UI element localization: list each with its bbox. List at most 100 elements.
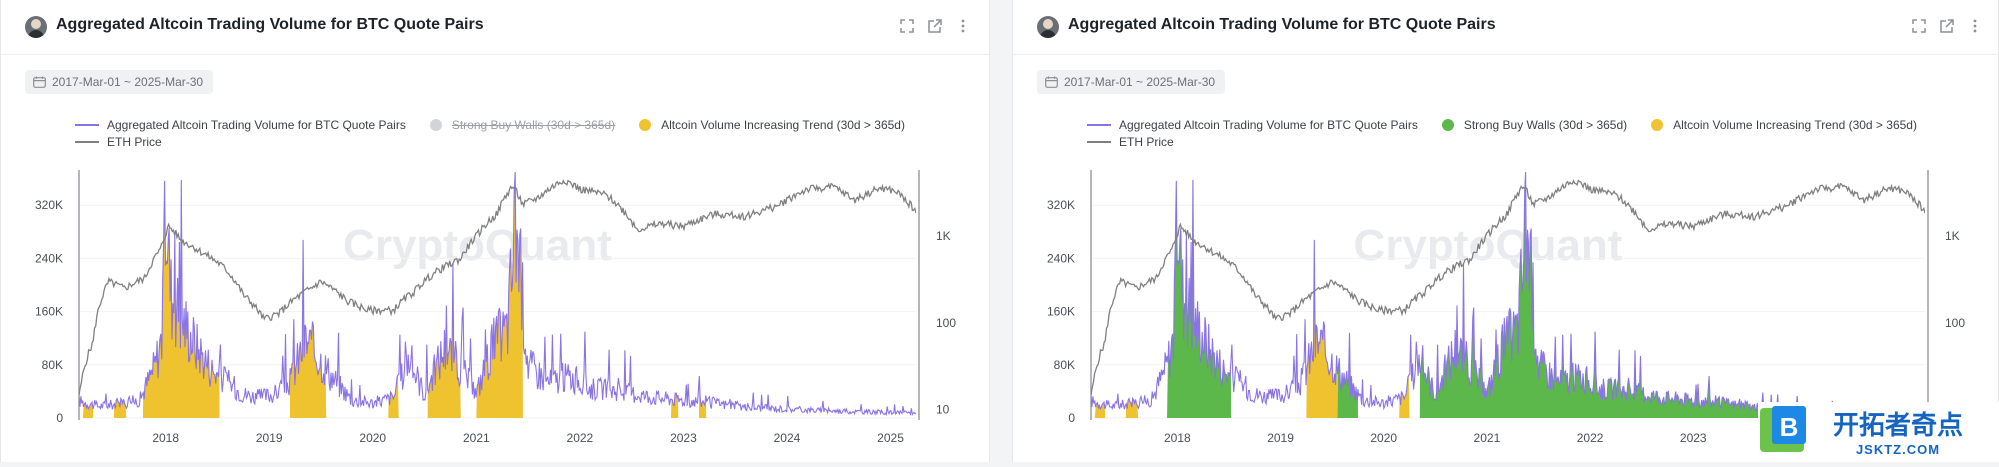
legend-line-swatch [75,123,99,126]
x-tick-label: 2024 [774,431,801,445]
x-tick-label: 2022 [1577,431,1604,445]
logo-letter: B [1780,412,1799,442]
trend-area [476,172,523,418]
legend: Aggregated Altcoin Trading Volume for BT… [75,116,929,150]
fullscreen-icon[interactable] [1911,18,1927,34]
date-range-text: 2017-Mar-01 ~ 2025-Mar-30 [1064,75,1216,89]
buy-walls-area [1337,332,1358,418]
x-tick-label: 2020 [1370,431,1397,445]
x-tick-label: 2019 [1267,431,1294,445]
y-left-tick-label: 160K [1047,305,1075,319]
legend-dot-swatch [1651,118,1664,131]
legend-label: Altcoin Volume Increasing Trend (30d > 3… [1673,117,1917,132]
chart-title: Aggregated Altcoin Trading Volume for BT… [56,16,484,33]
chart-panel-left: Aggregated Altcoin Trading Volume for BT… [0,0,990,462]
open-external-icon[interactable] [1939,18,1955,34]
calendar-icon [1045,76,1058,88]
plot-area [1091,171,1925,418]
legend-line-swatch [1087,123,1111,126]
x-tick-label: 2022 [567,431,594,445]
fullscreen-icon[interactable] [899,18,915,34]
legend-label: ETH Price [1119,134,1174,149]
date-range-chip[interactable]: 2017-Mar-01 ~ 2025-Mar-30 [1037,70,1226,94]
y-left-tick-label: 240K [35,251,63,265]
x-tick-label: 2020 [359,431,386,445]
y-left-tick-label: 320K [1047,198,1075,212]
more-options-icon[interactable] [955,18,971,34]
watermark: CryptoQuant [1354,221,1623,270]
x-tick-label: 2023 [670,431,697,445]
eth-price-line [79,179,916,396]
x-tick-label: 2025 [877,431,904,445]
watermark: CryptoQuant [343,221,612,270]
y-left-tick-label: 160K [35,305,63,319]
legend-label: ETH Price [107,134,162,149]
trend-area [82,402,94,418]
site-logo: B 开拓者奇点 JSKTZ.COM [1758,402,1999,462]
open-external-icon[interactable] [927,18,943,34]
legend-dot-swatch [639,118,652,131]
date-range-text: 2017-Mar-01 ~ 2025-Mar-30 [52,75,204,89]
trend-area [1399,375,1410,418]
legend-item-trend[interactable]: Altcoin Volume Increasing Trend (30d > 3… [639,118,905,132]
volume-line [79,171,916,417]
x-tick-label: 2019 [256,431,283,445]
trend-area [1306,239,1338,418]
legend-line-swatch [1087,140,1111,143]
legend-label: Altcoin Volume Increasing Trend (30d > 3… [661,117,905,132]
logo-text-en: JSKTZ.COM [1856,442,1940,457]
y-right-tick-label: 1K [936,229,951,243]
y-left-tick-label: 0 [1068,411,1075,425]
panel-header: Aggregated Altcoin Trading Volume for BT… [1,0,989,55]
y-left-tick-label: 320K [35,198,63,212]
buy-walls-area [1167,179,1232,418]
legend-label: Strong Buy Walls (30d > 365d) [451,117,616,132]
y-right-tick-label: 1K [1945,229,1960,243]
x-tick-label: 2023 [1680,431,1707,445]
header-actions [899,18,971,34]
legend-item-buy-walls[interactable]: Strong Buy Walls (30d > 365d) [1441,117,1628,132]
header-actions [1911,18,1983,34]
legend: Aggregated Altcoin Trading Volume for BT… [1087,116,1941,150]
author-avatar[interactable] [25,16,47,38]
trend-area [388,375,399,418]
calendar-icon [33,76,46,88]
legend-item-buy-walls[interactable]: Strong Buy Walls (30d > 365d) [429,117,616,132]
site-logo-graphic: B 开拓者奇点 JSKTZ.COM [1760,406,1963,457]
author-avatar[interactable] [1037,16,1059,38]
plot-area [79,171,916,418]
buy-walls-area [1419,172,1771,418]
x-tick-label: 2021 [463,431,490,445]
eth-price-line [1091,179,1925,396]
date-range-chip[interactable]: 2017-Mar-01 ~ 2025-Mar-30 [25,70,214,94]
chart-plot-left[interactable]: CryptoQuant 0 80K 160K 240K 320K 10 100 1K 2018 20… [1,160,991,462]
legend-item-trend[interactable]: Altcoin Volume Increasing Trend (30d > 3… [1651,118,1917,132]
logo-text-cn: 开拓者奇点 [1833,410,1963,441]
y-left-tick-label: 0 [56,411,63,425]
legend-dot-swatch [429,118,442,131]
y-left-tick-label: 80K [42,358,63,372]
y-right-tick-label: 100 [1945,316,1965,330]
x-tick-label: 2018 [1164,431,1191,445]
legend-item-volume[interactable]: Aggregated Altcoin Trading Volume for BT… [1087,118,1418,132]
legend-item-volume[interactable]: Aggregated Altcoin Trading Volume for BT… [75,118,406,132]
y-left-tick-label: 240K [1047,251,1075,265]
legend-label: Aggregated Altcoin Trading Volume for BT… [1119,117,1418,132]
x-tick-label: 2021 [1474,431,1501,445]
chart-plot-right[interactable]: CryptoQuant080K160K240K320K101001K201820… [1013,160,1999,462]
x-tick-label: 2018 [152,431,179,445]
trend-area [698,376,707,418]
legend-item-eth-price[interactable]: ETH Price [75,135,162,149]
legend-label: Strong Buy Walls (30d > 365d) [1463,117,1628,132]
trend-area [1094,402,1106,418]
legend-label: Aggregated Altcoin Trading Volume for BT… [107,117,406,132]
chart-title: Aggregated Altcoin Trading Volume for BT… [1068,16,1496,33]
legend-dot-swatch [1441,118,1454,131]
trend-area [289,239,327,418]
chart-panel-right: Aggregated Altcoin Trading Volume for BT… [1012,0,1999,462]
more-options-icon[interactable] [1967,18,1983,34]
y-left-tick-label: 80K [1054,358,1075,372]
legend-line-swatch [75,140,99,143]
legend-item-eth-price[interactable]: ETH Price [1087,135,1174,149]
y-right-tick-label: 100 [936,316,956,330]
